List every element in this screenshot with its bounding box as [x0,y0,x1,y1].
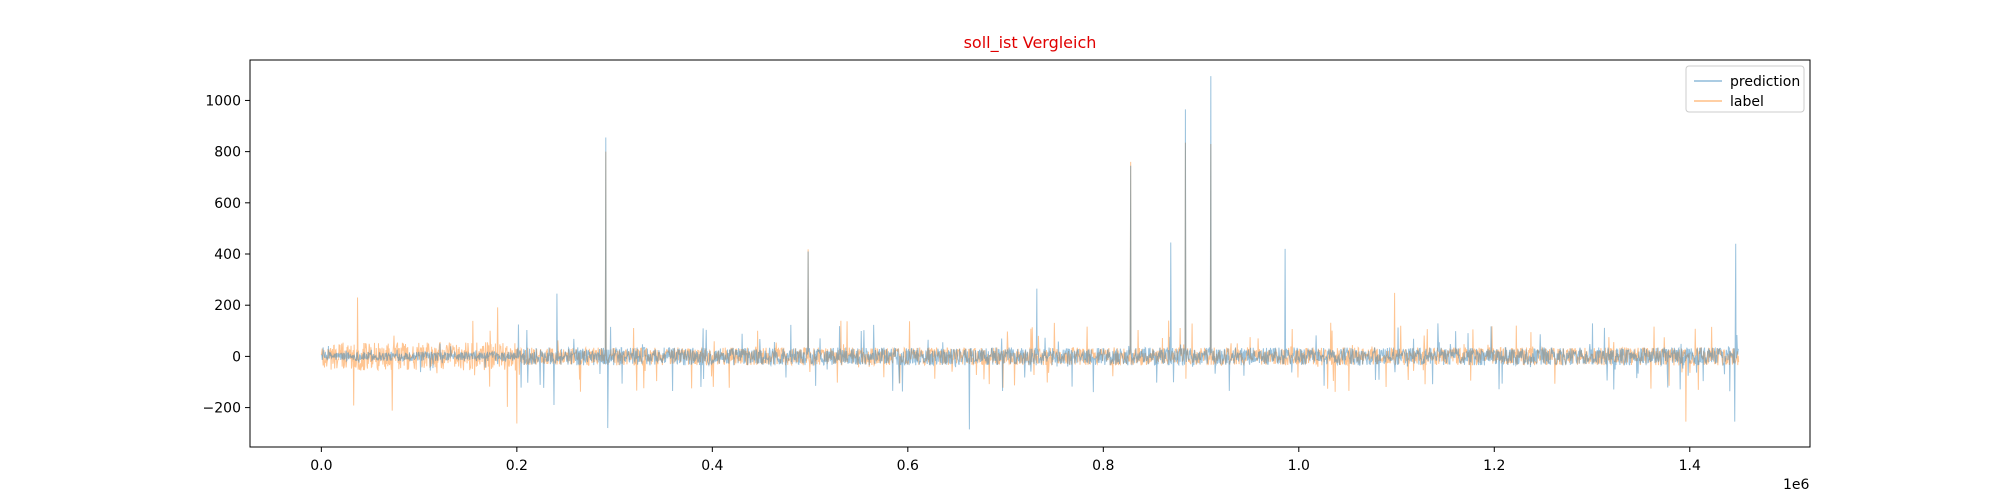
y-tick-label: 1000 [205,93,241,109]
y-tick-label: 600 [214,196,241,212]
x-tick-label: 0.4 [701,458,723,474]
x-axis: 0.0 0.2 0.4 0.6 0.8 1.0 1.2 1.4 [310,447,1701,474]
y-axis: −200 0 200 400 600 800 1000 [203,93,250,417]
legend-label-prediction: prediction [1730,74,1800,90]
x-tick-label: 0.8 [1092,458,1114,474]
x-tick-label: 0.6 [897,458,919,474]
x-tick-label: 1.2 [1483,458,1505,474]
series-line-label [320,142,1740,424]
y-tick-label: 800 [214,145,241,161]
y-tick-label: −200 [203,401,241,417]
series-line-prediction [321,76,1739,430]
y-tick-label: 200 [214,298,241,314]
y-tick-label: 0 [232,349,241,365]
x-tick-label: 1.0 [1288,458,1310,474]
legend-label-label: label [1730,94,1764,110]
chart-title: soll_ist Vergleich [964,33,1097,53]
legend: prediction label [1685,65,1805,113]
y-tick-label: 400 [214,247,241,263]
x-tick-label: 1.4 [1679,458,1701,474]
x-offset-label: 1e6 [1783,477,1810,493]
plot-area [249,59,1811,448]
x-tick-label: 0.2 [506,458,528,474]
axes-frame [249,59,1811,448]
x-tick-label: 0.0 [310,458,332,474]
